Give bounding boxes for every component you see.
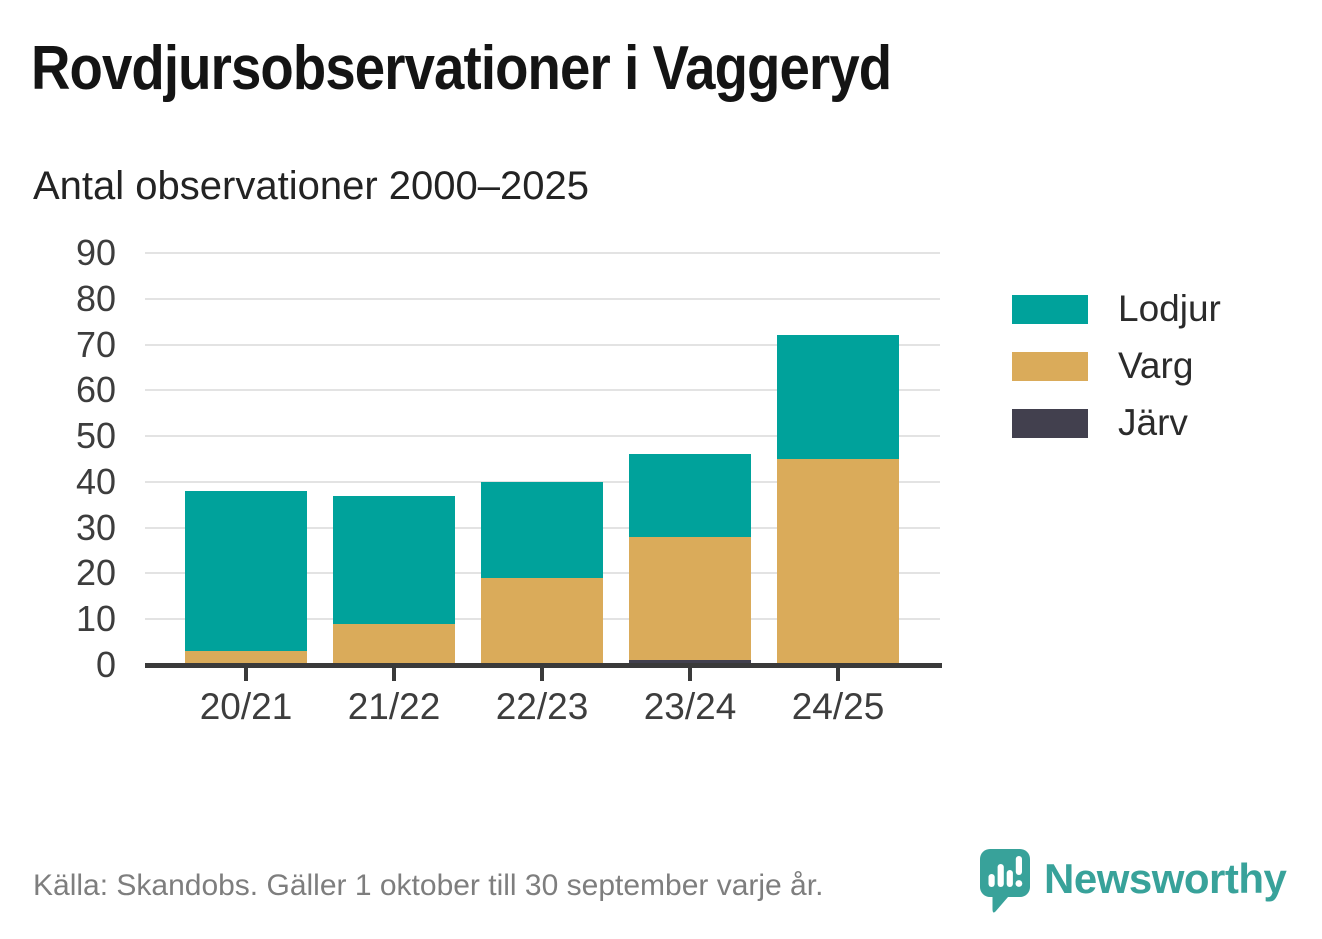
x-axis-tick (836, 668, 840, 681)
legend-item-lodjur: Lodjur (1012, 288, 1312, 329)
y-axis-label: 40 (75, 460, 116, 502)
bar-segment-varg (333, 623, 455, 665)
x-axis-line (145, 663, 942, 668)
legend-item-varg: Varg (1012, 345, 1312, 386)
bar-segment-järv (629, 660, 751, 665)
legend-swatch-lodjur (1012, 295, 1088, 324)
bar-segment-lodjur (777, 335, 899, 459)
legend-swatch-varg (1012, 352, 1088, 381)
x-axis-label: 23/24 (643, 686, 737, 727)
y-axis-label: 70 (75, 323, 116, 365)
x-axis-label: 21/22 (347, 686, 441, 727)
x-axis-tick (688, 668, 692, 681)
plot-area (145, 252, 940, 665)
legend-swatch-järv (1012, 409, 1088, 438)
newsworthy-logo-icon (980, 849, 1030, 913)
bar-segment-varg (629, 536, 751, 661)
bar-segment-varg (185, 651, 307, 665)
bar-segment-varg (481, 578, 603, 665)
chart-title: Rovdjursobservationer i Vaggeryd (31, 34, 892, 103)
x-axis-label: 24/25 (791, 686, 885, 727)
legend-item-järv: Järv (1012, 402, 1312, 443)
source-note: Källa: Skandobs. Gäller 1 oktober till 3… (33, 869, 824, 902)
bar-segment-lodjur (629, 454, 751, 537)
legend: Lodjur Varg Järv (1012, 288, 1312, 473)
chart-subtitle: Antal observationer 2000–2025 (33, 164, 589, 208)
gridline-60 (145, 389, 940, 392)
y-axis-label: 0 (95, 644, 116, 685)
x-axis-label: 22/23 (495, 686, 589, 727)
x-axis-tick (392, 668, 396, 681)
gridline-90 (145, 252, 940, 254)
bar-segment-lodjur (333, 495, 455, 624)
x-axis-tick (244, 668, 248, 681)
y-axis-label: 30 (75, 506, 116, 548)
y-axis-label: 60 (75, 369, 116, 411)
bar-segment-lodjur (481, 481, 603, 578)
bar-segment-lodjur (185, 491, 307, 652)
gridline-50 (145, 435, 940, 438)
bar-segment-varg (777, 459, 899, 665)
legend-label: Järv (1118, 402, 1188, 443)
legend-label: Varg (1118, 345, 1194, 386)
y-axis-label: 50 (75, 415, 116, 457)
newsworthy-wordmark: Newsworthy (1044, 855, 1287, 902)
gridline-80 (145, 297, 940, 300)
x-axis-label: 20/21 (199, 686, 293, 727)
x-axis-tick (540, 668, 544, 681)
y-axis-label: 10 (75, 598, 116, 640)
y-axis-label: 90 (75, 232, 116, 273)
y-axis-label: 20 (75, 552, 116, 594)
gridline-70 (145, 343, 940, 346)
y-axis-label: 80 (75, 277, 116, 319)
legend-label: Lodjur (1118, 288, 1221, 329)
